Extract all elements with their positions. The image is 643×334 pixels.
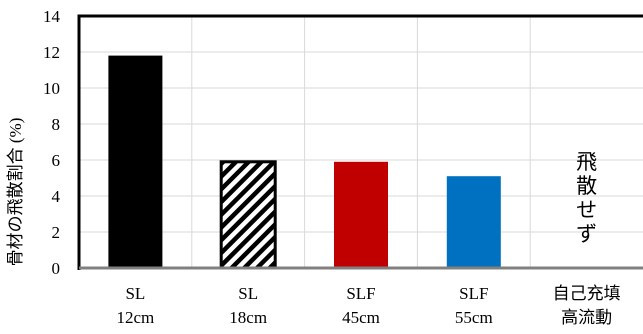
bars [108, 55, 501, 270]
x-tick-label: 18cm [229, 308, 267, 327]
annotation-char: せ [576, 198, 597, 222]
y-axis-label: 骨材の飛散割合 (%) [6, 118, 25, 267]
y-tick-label: 2 [52, 223, 61, 242]
x-tick-label: SL [238, 284, 258, 303]
x-tick-label: 12cm [117, 308, 155, 327]
annotation-char: 散 [576, 174, 597, 198]
x-tick-label: 45cm [342, 308, 380, 327]
annotation-char: ず [576, 222, 597, 246]
axes [77, 14, 643, 270]
y-tick-label: 4 [52, 187, 61, 206]
bar-1 [219, 160, 277, 270]
annotation-char: 飛 [576, 150, 597, 174]
y-tick-label: 0 [52, 259, 61, 278]
bar-2 [334, 161, 388, 268]
x-tick-label: 高流動 [561, 308, 612, 327]
x-tick-label: SLF [346, 284, 375, 303]
x-tick-label: 自己充填 [553, 284, 621, 303]
y-tick-label: 8 [52, 115, 61, 134]
y-tick-label: 14 [43, 7, 61, 26]
y-tick-label: 6 [52, 151, 61, 170]
x-tick-label: SL [125, 284, 145, 303]
x-tick-label: SLF [459, 284, 488, 303]
y-tick-labels: 0 2 4 6 8 10 12 14 [43, 7, 61, 278]
y-tick-label: 12 [43, 43, 60, 62]
bar-3 [446, 176, 501, 268]
bar-0 [108, 55, 163, 268]
x-tick-label: 55cm [455, 308, 493, 327]
y-tick-label: 10 [43, 79, 60, 98]
